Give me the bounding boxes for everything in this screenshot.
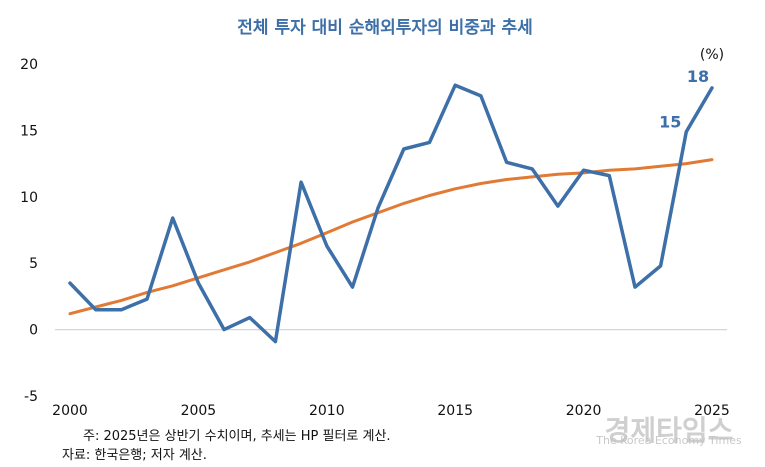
x-tick-label: 2000: [52, 403, 88, 419]
unit-label: (%): [700, 47, 724, 63]
chart-title: 전체 투자 대비 순해외투자의 비중과 추세: [237, 18, 532, 38]
watermark-logo: 경제타임스: [605, 414, 734, 447]
data-label: 18: [687, 67, 709, 86]
x-axis-ticks: 2000 2005 2010 2015 2020 2025: [52, 403, 730, 419]
x-tick-label: 2005: [181, 403, 217, 419]
x-tick-label: 2015: [437, 403, 473, 419]
watermark-subtitle: The Korea Economy Times: [595, 434, 742, 447]
data-label: 15: [659, 113, 681, 132]
footnote-note: 주: 2025년은 상반기 수치이며, 추세는 HP 필터로 계산.: [83, 429, 391, 444]
series-group: [68, 83, 714, 344]
x-tick-label: 2020: [566, 403, 602, 419]
y-tick-label: 10: [20, 190, 38, 206]
x-tick-label: 2025: [694, 403, 730, 419]
x-tick-label: 2010: [309, 403, 345, 419]
y-tick-label: 0: [29, 323, 38, 339]
y-tick-label: 15: [20, 123, 38, 139]
series-line-trend: [68, 158, 714, 316]
y-axis-ticks: -5 0 5 10 15 20: [20, 57, 38, 405]
y-tick-label: 20: [20, 57, 38, 73]
y-tick-label: 5: [29, 256, 38, 272]
footnote-source: 자료: 한국은행; 저자 계산.: [62, 447, 207, 463]
series-line-share: [68, 83, 714, 344]
y-tick-label: -5: [24, 389, 38, 405]
